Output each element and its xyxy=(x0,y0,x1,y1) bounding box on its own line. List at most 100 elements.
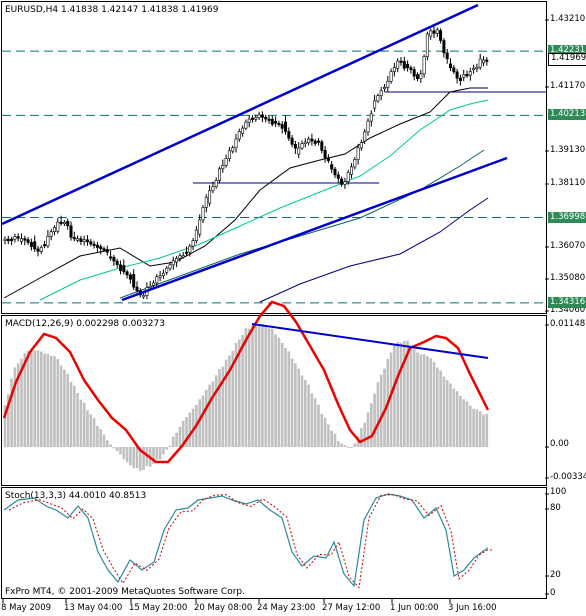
macd-histogram-bar xyxy=(482,414,485,447)
macd-histogram-bar xyxy=(439,370,442,447)
macd-histogram-bar xyxy=(267,328,271,447)
candle-body xyxy=(389,71,393,82)
macd-histogram-bar xyxy=(472,408,475,447)
macd-histogram-bar xyxy=(333,433,337,447)
macd-histogram-bar xyxy=(234,342,238,447)
candle-body xyxy=(435,29,439,34)
candle-body xyxy=(369,113,373,122)
candle-body xyxy=(290,137,294,145)
candle-body xyxy=(379,90,383,96)
candle-body xyxy=(10,238,14,241)
ma-mid-line xyxy=(39,99,489,301)
level-price-tag: 1.42231 xyxy=(548,45,586,57)
open-value: 1.41838 xyxy=(61,5,99,15)
macd-histogram-bar xyxy=(122,447,126,460)
candle-body xyxy=(260,114,264,118)
macd-histogram-bar xyxy=(76,392,79,447)
candle-body xyxy=(313,140,317,144)
macd-histogram-bar xyxy=(449,383,452,447)
candle-body xyxy=(316,140,320,143)
candle-body xyxy=(66,221,70,227)
macd-histogram-bar xyxy=(469,405,472,447)
macd-histogram-bar xyxy=(112,447,116,449)
macd-signal-line xyxy=(2,300,490,464)
macd-histogram-bar xyxy=(290,358,294,447)
macd-histogram-bar xyxy=(475,409,479,447)
stochastic-indicator xyxy=(3,493,494,589)
macd-histogram-bar xyxy=(188,412,192,447)
macd-histogram-bar xyxy=(337,441,340,447)
main-panel[interactable] xyxy=(1,1,547,314)
time-label: 27 May 12:00 xyxy=(322,603,381,613)
macd-histogram-bar xyxy=(254,323,258,447)
candle-body xyxy=(300,143,304,149)
macd-histogram-bar xyxy=(346,447,350,449)
level-price-tag: 1.36998 xyxy=(548,211,586,223)
candle-body xyxy=(125,271,129,276)
candle-body xyxy=(293,144,297,149)
stoch-scale-label: 20 xyxy=(550,570,561,580)
candle-body xyxy=(270,118,274,125)
macd-histogram-bar xyxy=(82,402,86,447)
macd-histogram-bar xyxy=(99,429,102,447)
candle-body xyxy=(82,239,86,242)
candle-body xyxy=(244,121,248,129)
candle-body xyxy=(241,127,245,134)
macd-histogram-bar xyxy=(89,414,93,447)
macd-histogram-bar xyxy=(416,352,419,447)
macd-panel[interactable] xyxy=(1,315,547,486)
candle-body xyxy=(119,264,123,272)
macd-histogram-bar xyxy=(129,447,132,466)
candle-body xyxy=(56,221,60,232)
macd-histogram-bar xyxy=(238,339,241,447)
candle-body xyxy=(320,141,324,151)
stoch-panel[interactable] xyxy=(1,487,547,599)
moving-averages xyxy=(3,87,489,303)
candle-body xyxy=(406,63,410,69)
candle-body xyxy=(277,122,281,126)
symbol-label: EURUSD,H4 xyxy=(5,5,59,15)
macd-histogram-bar xyxy=(396,342,399,447)
macd-histogram-bar xyxy=(261,324,264,447)
candle-body xyxy=(194,229,198,241)
low-value: 1.41838 xyxy=(141,5,179,15)
candle-body xyxy=(152,282,156,286)
price-label: 1.43210 xyxy=(550,14,586,24)
macd-histogram-bar xyxy=(109,444,112,447)
macd-trend-line xyxy=(251,323,489,359)
macd-histogram-bar xyxy=(393,344,396,447)
candle-body xyxy=(475,66,479,69)
macd-histogram-bar xyxy=(360,428,363,447)
time-label: 20 May 08:00 xyxy=(194,603,253,613)
candle-body xyxy=(336,174,340,179)
candle-body xyxy=(171,260,175,266)
macd-histogram-bar xyxy=(350,447,353,448)
macd-histogram-bar xyxy=(96,426,99,447)
level-price-tag: 1.34316 xyxy=(548,296,586,308)
time-label: 3 Jun 16:00 xyxy=(448,603,497,613)
stoch-main-line xyxy=(3,493,489,588)
axis-ticks xyxy=(2,19,549,603)
candle-body xyxy=(175,258,179,263)
candle-body xyxy=(135,286,139,291)
close-value: 1.41969 xyxy=(181,5,219,15)
macd-histogram-bar xyxy=(165,447,168,450)
stoch-title: Stoch(13,3,3) 44.0010 40.8513 xyxy=(5,491,147,501)
candle-body xyxy=(237,131,241,140)
candle-body xyxy=(201,207,205,221)
macd-histogram-bar xyxy=(284,347,287,447)
candle-body xyxy=(429,30,433,37)
macd-histogram-bar xyxy=(419,354,423,447)
macd-histogram-bar xyxy=(389,352,393,447)
macd-histogram-bar xyxy=(3,405,7,447)
candle-body xyxy=(26,239,30,243)
candle-body xyxy=(359,142,363,149)
candle-body xyxy=(340,178,344,185)
macd-histogram-bar xyxy=(485,413,489,447)
macd-title: MACD(12,26,9) 0.002298 0.003273 xyxy=(5,319,165,329)
candle-body xyxy=(19,238,23,242)
macd-histogram-bar xyxy=(300,375,304,447)
candle-body xyxy=(23,238,27,241)
candle-body xyxy=(148,285,152,288)
